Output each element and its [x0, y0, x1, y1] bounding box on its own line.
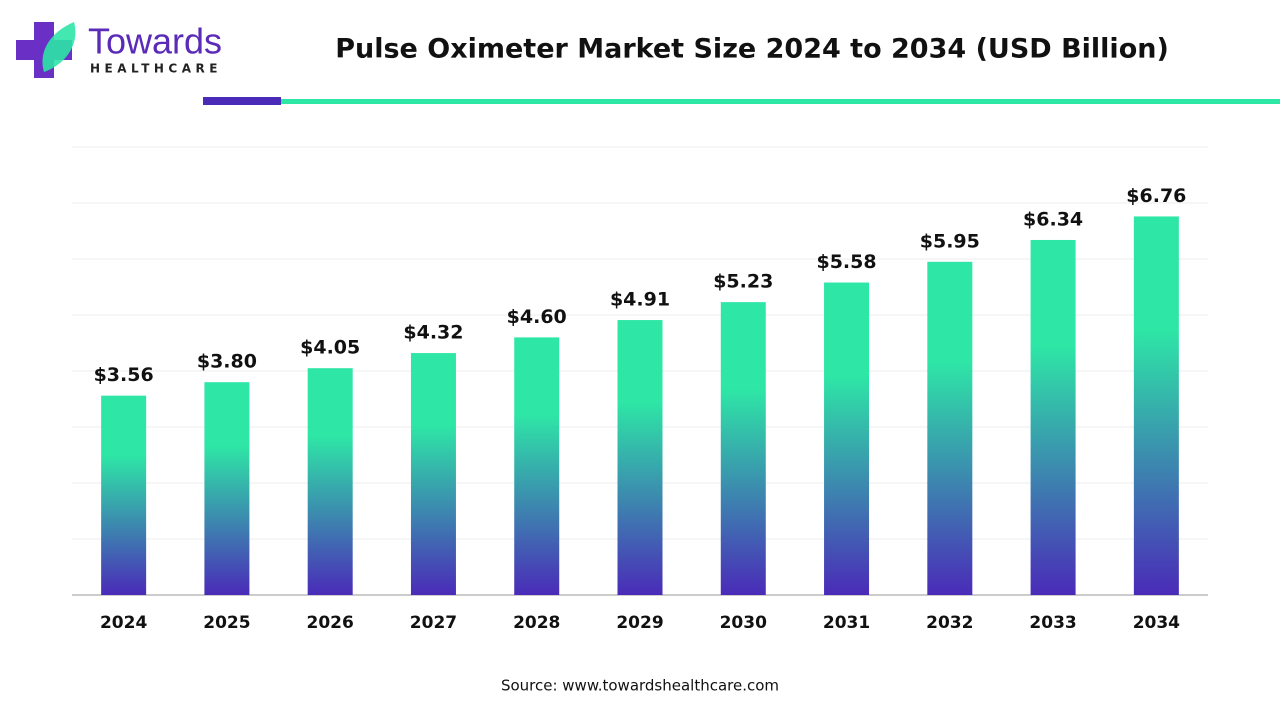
- x-tick-label: 2026: [307, 613, 354, 633]
- source: Source: www.towardshealthcare.com: [501, 677, 779, 695]
- x-tick-label: 2024: [100, 613, 147, 633]
- x-tick-label: 2025: [203, 613, 250, 633]
- value-label: $5.95: [920, 230, 980, 252]
- value-label: $4.91: [610, 289, 670, 311]
- bar: [410, 353, 456, 595]
- value-label: $4.60: [507, 306, 567, 328]
- bar: [1030, 239, 1076, 595]
- value-label: $6.76: [1126, 185, 1186, 207]
- value-label: $3.56: [94, 364, 154, 386]
- chart-title: Pulse Oximeter Market Size 2024 to 2034 …: [335, 34, 1169, 65]
- bar: [514, 337, 560, 595]
- value-label: $3.80: [197, 351, 257, 373]
- logo-name: Towards: [88, 21, 222, 62]
- value-label: $6.34: [1023, 208, 1083, 230]
- bar: [824, 282, 870, 595]
- logo-tagline: HEALTHCARE: [90, 62, 222, 76]
- x-tick-label: 2029: [616, 613, 663, 633]
- bar: [720, 302, 766, 595]
- bar: [1133, 216, 1179, 595]
- bar: [101, 395, 147, 595]
- logo-leaf: [42, 22, 76, 72]
- header-accent: [203, 97, 281, 105]
- logo-cross: [16, 22, 72, 78]
- value-label: $5.23: [713, 271, 773, 293]
- x-tick-label: 2027: [410, 613, 457, 633]
- value-label: $5.58: [816, 251, 876, 273]
- x-tick-label: 2030: [720, 613, 767, 633]
- x-tick-label: 2033: [1029, 613, 1076, 633]
- bar: [307, 368, 353, 595]
- logo: Towards HEALTHCARE: [16, 21, 222, 78]
- value-label: $4.32: [403, 322, 463, 344]
- bar: [617, 320, 663, 595]
- x-tick-label: 2034: [1133, 613, 1180, 633]
- x-tick-label: 2028: [513, 613, 560, 633]
- header-rule: [281, 99, 1280, 104]
- x-tick-label: 2031: [823, 613, 870, 633]
- value-label: $4.05: [300, 337, 360, 359]
- bar: [927, 261, 973, 595]
- x-tick-label: 2032: [926, 613, 973, 633]
- bar: [204, 382, 250, 595]
